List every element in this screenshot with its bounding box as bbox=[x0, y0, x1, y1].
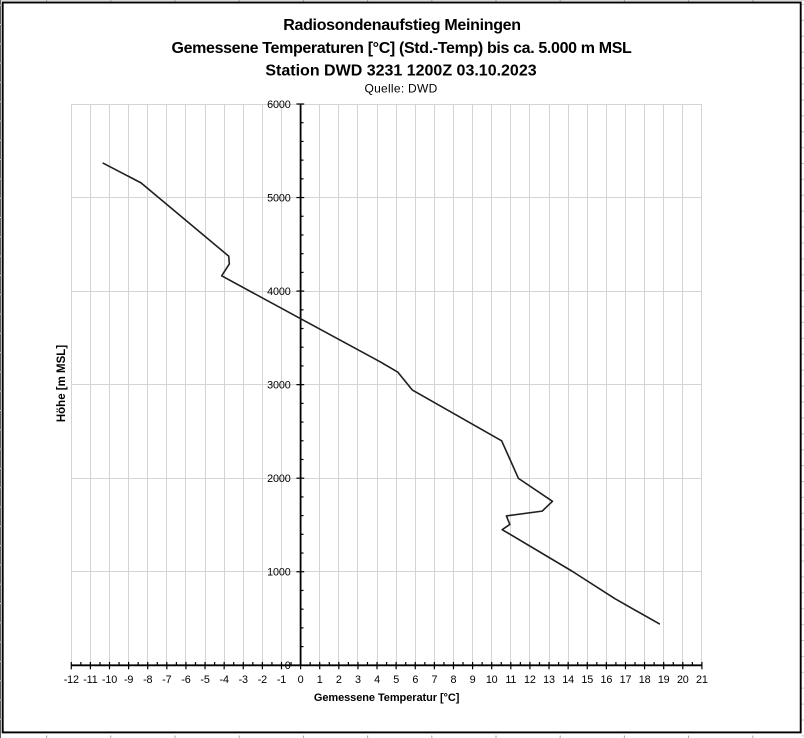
svg-text:Radiosondenaufstieg Meiningen: Radiosondenaufstieg Meiningen bbox=[283, 17, 521, 34]
svg-text:2000: 2000 bbox=[267, 473, 291, 485]
svg-text:4000: 4000 bbox=[267, 286, 291, 298]
svg-text:8: 8 bbox=[451, 674, 457, 686]
svg-text:0: 0 bbox=[285, 660, 291, 672]
svg-text:5: 5 bbox=[393, 674, 399, 686]
svg-text:12: 12 bbox=[524, 674, 536, 686]
svg-text:17: 17 bbox=[620, 674, 632, 686]
svg-text:18: 18 bbox=[639, 674, 651, 686]
svg-text:-3: -3 bbox=[239, 674, 248, 686]
svg-text:-5: -5 bbox=[200, 674, 209, 686]
svg-text:1000: 1000 bbox=[267, 567, 291, 579]
svg-text:20: 20 bbox=[677, 674, 689, 686]
svg-text:-7: -7 bbox=[162, 674, 171, 686]
svg-text:0: 0 bbox=[298, 674, 304, 686]
svg-text:7: 7 bbox=[431, 674, 437, 686]
svg-text:-1: -1 bbox=[277, 674, 286, 686]
svg-text:Gemessene Temperatur [°C]: Gemessene Temperatur [°C] bbox=[314, 692, 460, 704]
svg-text:3: 3 bbox=[355, 674, 361, 686]
svg-text:6000: 6000 bbox=[267, 99, 291, 111]
svg-text:5000: 5000 bbox=[267, 192, 291, 204]
svg-text:-10: -10 bbox=[102, 674, 117, 686]
svg-text:9: 9 bbox=[470, 674, 476, 686]
svg-text:11: 11 bbox=[505, 674, 516, 686]
svg-text:2: 2 bbox=[336, 674, 342, 686]
svg-text:-6: -6 bbox=[181, 674, 190, 686]
svg-text:Höhe [m MSL]: Höhe [m MSL] bbox=[56, 345, 68, 422]
svg-text:-8: -8 bbox=[143, 674, 152, 686]
svg-text:13: 13 bbox=[543, 674, 555, 686]
svg-text:19: 19 bbox=[658, 674, 670, 686]
svg-text:21: 21 bbox=[696, 674, 708, 686]
svg-text:-2: -2 bbox=[258, 674, 267, 686]
svg-text:Gemessene Temperaturen [°C] (S: Gemessene Temperaturen [°C] (Std.-Temp) … bbox=[172, 40, 633, 57]
svg-text:Station DWD 3231 1200Z 03.10.2: Station DWD 3231 1200Z 03.10.2023 bbox=[265, 63, 536, 80]
svg-text:-9: -9 bbox=[124, 674, 133, 686]
svg-text:Quelle: DWD: Quelle: DWD bbox=[364, 82, 437, 96]
svg-text:6: 6 bbox=[412, 674, 418, 686]
svg-text:-12: -12 bbox=[64, 674, 79, 686]
svg-text:-4: -4 bbox=[220, 674, 229, 686]
svg-text:15: 15 bbox=[581, 674, 593, 686]
svg-text:-11: -11 bbox=[83, 674, 97, 686]
svg-text:14: 14 bbox=[562, 674, 574, 686]
svg-text:1: 1 bbox=[317, 674, 323, 686]
svg-text:4: 4 bbox=[374, 674, 380, 686]
svg-text:3000: 3000 bbox=[267, 380, 291, 392]
svg-text:16: 16 bbox=[601, 674, 613, 686]
svg-text:10: 10 bbox=[486, 674, 498, 686]
